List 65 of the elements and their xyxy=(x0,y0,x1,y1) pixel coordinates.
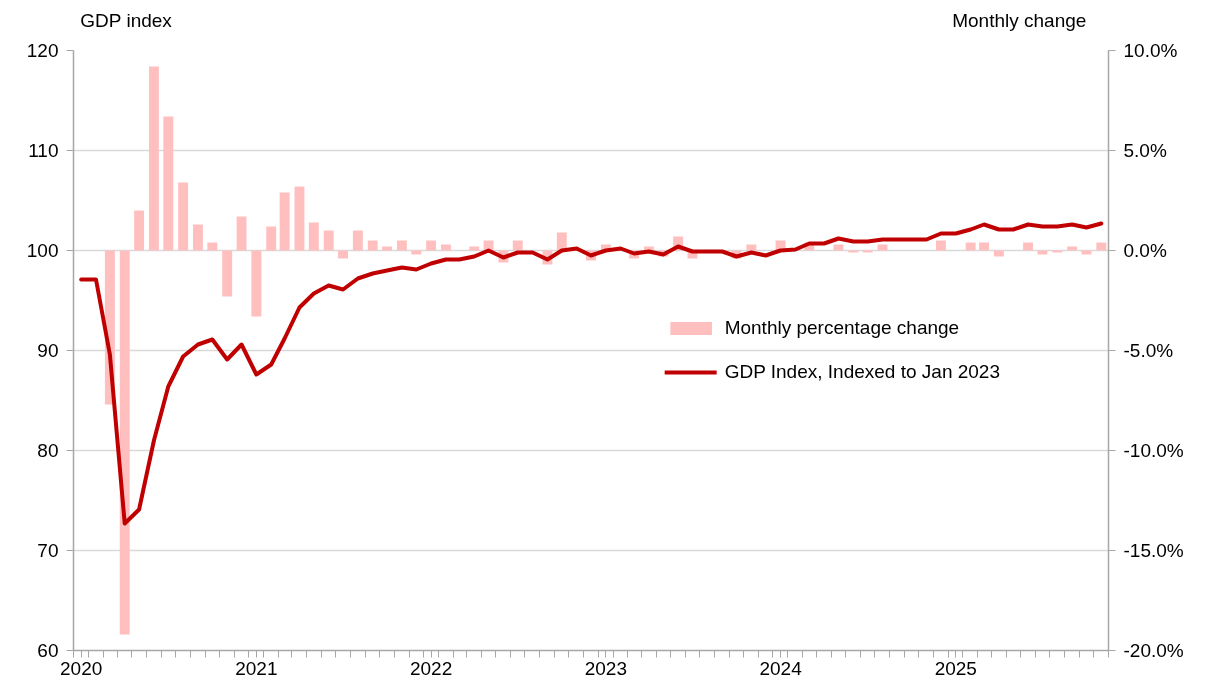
bar xyxy=(440,244,451,251)
y2-tick-label: -15.0% xyxy=(1123,540,1184,561)
bar xyxy=(426,240,437,251)
x-tick-label: 2021 xyxy=(235,657,278,679)
bar xyxy=(338,250,348,259)
x-tick-label: 2020 xyxy=(60,657,103,679)
bar xyxy=(266,226,277,251)
bar xyxy=(193,224,203,251)
bar xyxy=(979,242,989,251)
bar xyxy=(148,66,159,251)
legend-label: Monthly percentage change xyxy=(724,317,960,339)
legend-label: GDP Index, Indexed to Jan 2023 xyxy=(724,361,1000,383)
y-tick-label: 90 xyxy=(37,340,59,361)
y-tick-label: 80 xyxy=(37,440,59,461)
x-tick-label: 2024 xyxy=(759,657,803,679)
bar xyxy=(119,250,130,635)
bar xyxy=(178,182,189,251)
x-tick-label: 2025 xyxy=(934,657,977,679)
bar xyxy=(1037,250,1048,255)
y2-tick-label: -20.0% xyxy=(1123,640,1184,661)
bar xyxy=(207,242,218,251)
y-tick-label: 120 xyxy=(26,40,59,61)
y2-tick-label: 5.0% xyxy=(1123,140,1167,161)
bar xyxy=(163,116,174,251)
y2-axis-title: Monthly change xyxy=(952,10,1087,31)
bar xyxy=(848,250,859,253)
bar xyxy=(367,240,378,251)
y2-tick-label: -10.0% xyxy=(1123,440,1184,461)
bar xyxy=(1096,242,1107,251)
bar xyxy=(1052,250,1063,253)
bar xyxy=(993,250,1004,257)
y2-tick-label: 0.0% xyxy=(1123,240,1167,261)
bar xyxy=(134,210,145,251)
bar xyxy=(862,250,873,253)
bar xyxy=(308,222,319,251)
bar xyxy=(833,244,844,251)
y-tick-label: 60 xyxy=(37,640,59,661)
bar xyxy=(1081,250,1092,255)
bar xyxy=(469,246,480,251)
bar xyxy=(877,244,888,251)
line-series xyxy=(79,221,1104,526)
y2-tick-label: -5.0% xyxy=(1123,340,1174,361)
bar xyxy=(294,186,305,251)
bar xyxy=(251,250,262,317)
bar xyxy=(935,240,946,251)
x-tick-label: 2022 xyxy=(409,657,453,679)
x-tick-label: 2023 xyxy=(584,657,627,679)
bar xyxy=(512,240,523,251)
bar xyxy=(382,246,393,251)
bar xyxy=(222,250,233,297)
y-tick-label: 110 xyxy=(28,140,59,161)
y-axis-title: GDP index xyxy=(80,10,173,31)
y-tick-label: 70 xyxy=(37,540,59,561)
bar xyxy=(411,250,422,255)
bar xyxy=(352,230,363,251)
bar xyxy=(746,244,757,251)
bar xyxy=(396,240,407,251)
bar xyxy=(1067,246,1078,251)
bar xyxy=(236,216,247,251)
bar xyxy=(1023,242,1034,251)
bar xyxy=(279,192,290,251)
y2-tick-label: 10.0% xyxy=(1123,40,1178,61)
bar xyxy=(323,230,334,251)
y-tick-label: 100 xyxy=(26,240,59,261)
bar xyxy=(965,242,976,251)
